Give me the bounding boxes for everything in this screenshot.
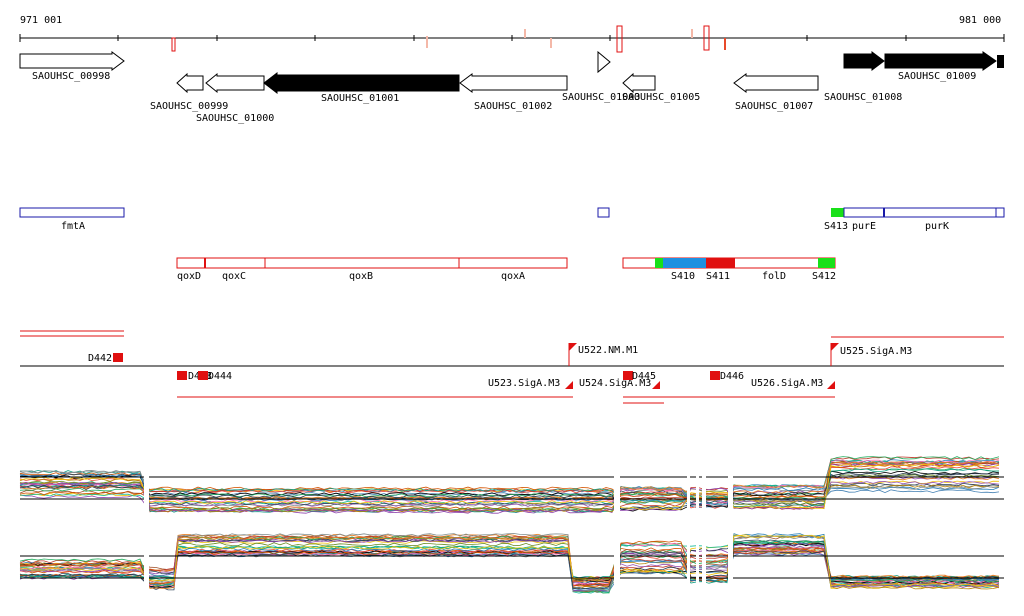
feature-qox-operon[interactable] bbox=[176, 257, 568, 269]
gene-saouhsc-01008[interactable]: SAOUHSC_01008 bbox=[824, 51, 902, 103]
expression-profile-line bbox=[19, 536, 1000, 590]
gene-saouhsc-01002[interactable]: SAOUHSC_01002 bbox=[459, 73, 568, 112]
expression-profile-line bbox=[19, 480, 1000, 507]
gene-saouhsc-01007[interactable]: SAOUHSC_01007 bbox=[733, 73, 819, 112]
gene-saouhsc-01001[interactable]: SAOUHSC_01001 bbox=[263, 71, 460, 104]
transcript-track: D442 D443 D444 U522.NM.M1 U523.SigA.M3 U… bbox=[20, 330, 1004, 404]
segment-label-U522: U522.NM.M1 bbox=[578, 345, 638, 356]
expression-profile-line bbox=[19, 541, 1000, 582]
svg-text:SAOUHSC_01009: SAOUHSC_01009 bbox=[898, 71, 976, 82]
feature-S412[interactable] bbox=[818, 258, 835, 268]
axis-start-label: 971 001 bbox=[20, 15, 62, 26]
segment-D446[interactable] bbox=[710, 371, 720, 380]
expression-gaps bbox=[144, 450, 733, 610]
segment-label-D445: D445 bbox=[632, 371, 656, 382]
expression-profile-line bbox=[19, 539, 1000, 592]
expression-profile-line bbox=[19, 461, 1000, 500]
expression-profile-line bbox=[19, 536, 1000, 589]
feature-purK[interactable] bbox=[883, 207, 997, 218]
feature-small-box[interactable] bbox=[597, 207, 610, 218]
axis-end-label: 981 000 bbox=[959, 15, 1001, 26]
feature-fmtA[interactable] bbox=[19, 207, 125, 218]
feature-S410[interactable] bbox=[663, 258, 706, 268]
feature-label-S410: S410 bbox=[671, 271, 695, 282]
feature-label-qoxC: qoxC bbox=[222, 271, 246, 282]
svg-text:SAOUHSC_00998: SAOUHSC_00998 bbox=[32, 71, 110, 82]
svg-text:SAOUHSC_01001: SAOUHSC_01001 bbox=[321, 93, 399, 104]
segment-label-D444: D444 bbox=[208, 371, 232, 382]
feature-label-S411: S411 bbox=[706, 271, 730, 282]
gene-saouhsc-01003[interactable]: SAOUHSC_01003 bbox=[562, 50, 640, 103]
feature-label-S412: S412 bbox=[812, 271, 836, 282]
axis-feature-markers bbox=[171, 25, 726, 53]
svg-text:SAOUHSC_01000: SAOUHSC_01000 bbox=[196, 113, 274, 124]
segment-label-D442: D442 bbox=[88, 353, 112, 364]
segment-D443[interactable] bbox=[177, 371, 187, 380]
expression-track-bottom bbox=[19, 533, 1000, 594]
svg-text:SAOUHSC_01003: SAOUHSC_01003 bbox=[562, 92, 640, 103]
expression-profile-line bbox=[19, 464, 1000, 501]
expression-profile-line bbox=[19, 542, 1000, 589]
expression-reference-lines bbox=[20, 476, 1004, 579]
feature-label-S413: S413 bbox=[824, 221, 848, 232]
expression-profile-line bbox=[19, 463, 1000, 511]
svg-text:SAOUHSC_01005: SAOUHSC_01005 bbox=[622, 92, 700, 103]
expression-profile-line bbox=[19, 463, 1000, 513]
expression-profile-line bbox=[19, 470, 1000, 512]
segment-label-U524: U524.SigA.M3 bbox=[579, 378, 651, 389]
svg-text:SAOUHSC_01008: SAOUHSC_01008 bbox=[824, 92, 902, 103]
gene-saouhsc-01009[interactable]: SAOUHSC_01009 bbox=[884, 51, 1004, 82]
gene-saouhsc-00999[interactable]: SAOUHSC_00999 bbox=[150, 72, 228, 112]
gene-saouhsc-01000[interactable]: SAOUHSC_01000 bbox=[196, 72, 274, 124]
gene-saouhsc-00998[interactable]: SAOUHSC_00998 bbox=[19, 51, 125, 82]
segment-label-D446: D446 bbox=[720, 371, 744, 382]
feature-S411[interactable] bbox=[706, 258, 735, 268]
annotation-track-blue: fmtA S413 purE purK bbox=[19, 207, 1005, 232]
segment-D444[interactable] bbox=[198, 371, 208, 380]
feature-purE[interactable] bbox=[843, 207, 885, 218]
segment-label-U523: U523.SigA.M3 bbox=[488, 378, 560, 389]
segment-label-U525: U525.SigA.M3 bbox=[840, 346, 912, 357]
annotation-track-red: qoxD qoxC qoxB qoxA S410 S411 folD S412 bbox=[176, 257, 836, 282]
feature-label-fmtA: fmtA bbox=[61, 221, 85, 232]
coordinate-axis: 971 001 981 000 bbox=[19, 15, 1005, 53]
feature-S413[interactable] bbox=[831, 208, 844, 217]
expression-track-top bbox=[19, 456, 1000, 514]
segment-D442[interactable] bbox=[113, 353, 123, 362]
expression-profile-line bbox=[19, 468, 999, 508]
svg-text:SAOUHSC_01007: SAOUHSC_01007 bbox=[735, 101, 813, 112]
feature-label-folD: folD bbox=[762, 271, 786, 282]
gene-track: SAOUHSC_00998 SAOUHSC_00999 SAOUHSC_0100… bbox=[19, 50, 1004, 124]
feature-label-purK: purK bbox=[925, 221, 949, 232]
feature-label-qoxB: qoxB bbox=[349, 271, 373, 282]
gene-saouhsc-01005[interactable]: SAOUHSC_01005 bbox=[622, 72, 700, 103]
expression-profile-line bbox=[19, 534, 1000, 587]
svg-text:SAOUHSC_01002: SAOUHSC_01002 bbox=[474, 101, 552, 112]
expression-profile-line bbox=[19, 483, 1000, 510]
feature-label-qoxD: qoxD bbox=[177, 271, 201, 282]
segment-D445[interactable] bbox=[623, 371, 633, 380]
feature-label-qoxA: qoxA bbox=[501, 271, 525, 282]
svg-text:SAOUHSC_00999: SAOUHSC_00999 bbox=[150, 101, 228, 112]
expression-profile-line bbox=[19, 456, 1000, 501]
segment-label-U526: U526.SigA.M3 bbox=[751, 378, 823, 389]
feature-label-purE: purE bbox=[852, 221, 876, 232]
expression-profile-line bbox=[19, 542, 1000, 588]
expression-profile-line bbox=[19, 459, 1000, 505]
expression-profile-line bbox=[19, 472, 1000, 510]
expression-profile-line bbox=[19, 533, 1000, 592]
